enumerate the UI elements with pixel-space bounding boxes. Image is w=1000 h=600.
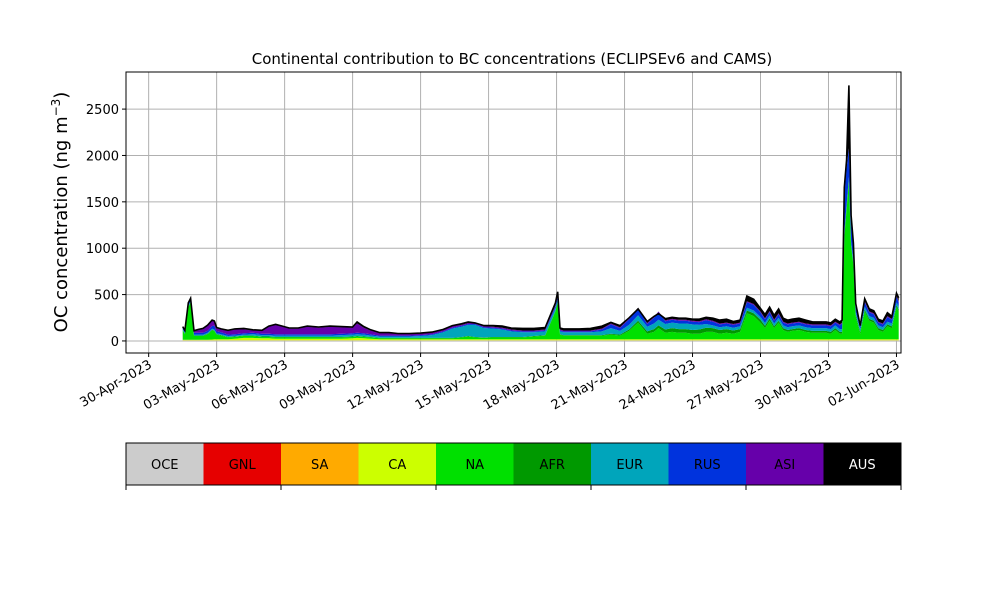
legend-label-aus: AUS [849,458,876,473]
legend-swatch-afr [513,443,591,485]
y-axis-label: OC concentration (ng m−3) [49,92,72,333]
colorbar-legend: OCE GNL SA CA NA AFR EUR RUS ASI AUS [125,442,902,490]
legend-label-sa: SA [311,458,328,473]
y-tick-label: 1500 [86,196,119,211]
area-series-asi [182,148,899,336]
x-tick-label: 27-May-2023 [685,357,767,413]
area-series-afr [182,179,899,339]
legend-label-gnl: GNL [229,458,257,473]
colorbar-frame [125,442,902,486]
legend-swatch-na [436,443,514,485]
total-outline [182,85,900,335]
x-axis-ticks: 30-Apr-202303-May-202306-May-202309-May-… [78,353,903,413]
x-tick-label: 18-May-2023 [481,357,563,413]
y-tick-label: 2500 [86,103,119,118]
legend-swatch-eur [591,443,669,485]
y-tick-label: 2000 [86,149,119,164]
x-tick-label: 09-May-2023 [277,357,359,413]
area-series-aus [182,148,899,334]
legend-label-rus: RUS [694,458,721,473]
legend-label-afr: AFR [540,458,565,473]
area-series-na [182,181,899,340]
chart-title: Continental contribution to BC concentra… [252,50,773,68]
y-axis-label-close: ) [51,92,72,99]
x-tick-label: 06-May-2023 [209,357,291,413]
y-tick-label: 1000 [86,242,119,257]
x-tick-label: 24-May-2023 [617,357,699,413]
area-series-eur [182,177,899,338]
legend-label-na: NA [465,458,484,473]
legend-swatch-oce [126,443,204,485]
y-tick-label: 500 [94,289,119,304]
y-axis-ticks: 0 500 1000 1500 2000 2500 [86,103,126,350]
legend-label-oce: OCE [151,458,179,473]
x-tick-label: 30-May-2023 [753,357,835,413]
y-axis-label-superscript: −3 [49,99,63,117]
y-axis-label-text: OC concentration (ng m [51,116,72,332]
x-tick-label: 12-May-2023 [345,357,427,413]
legend-swatch-gnl [203,443,281,485]
area-series-rus [182,149,899,337]
x-tick-label: 03-May-2023 [141,357,223,413]
plot-frame [125,71,902,354]
x-tick-label: 15-May-2023 [413,357,495,413]
x-tick-label: 21-May-2023 [549,357,631,413]
stacked-areas [182,85,900,341]
legend-label-asi: ASI [774,458,795,473]
legend-swatch-rus [668,443,746,485]
area-series-ca [182,337,899,341]
legend-label-eur: EUR [616,458,643,473]
x-tick-label: 02-Jun-2023 [826,357,903,410]
grid-layer [126,72,901,353]
legend-swatch-asi [746,443,824,485]
legend-swatch-aus [823,443,901,485]
legend-swatch-ca [358,443,436,485]
legend-label-ca: CA [388,458,406,473]
area-series-aus [182,85,899,334]
y-tick-label: 0 [111,335,119,350]
legend-swatch-sa [281,443,359,485]
